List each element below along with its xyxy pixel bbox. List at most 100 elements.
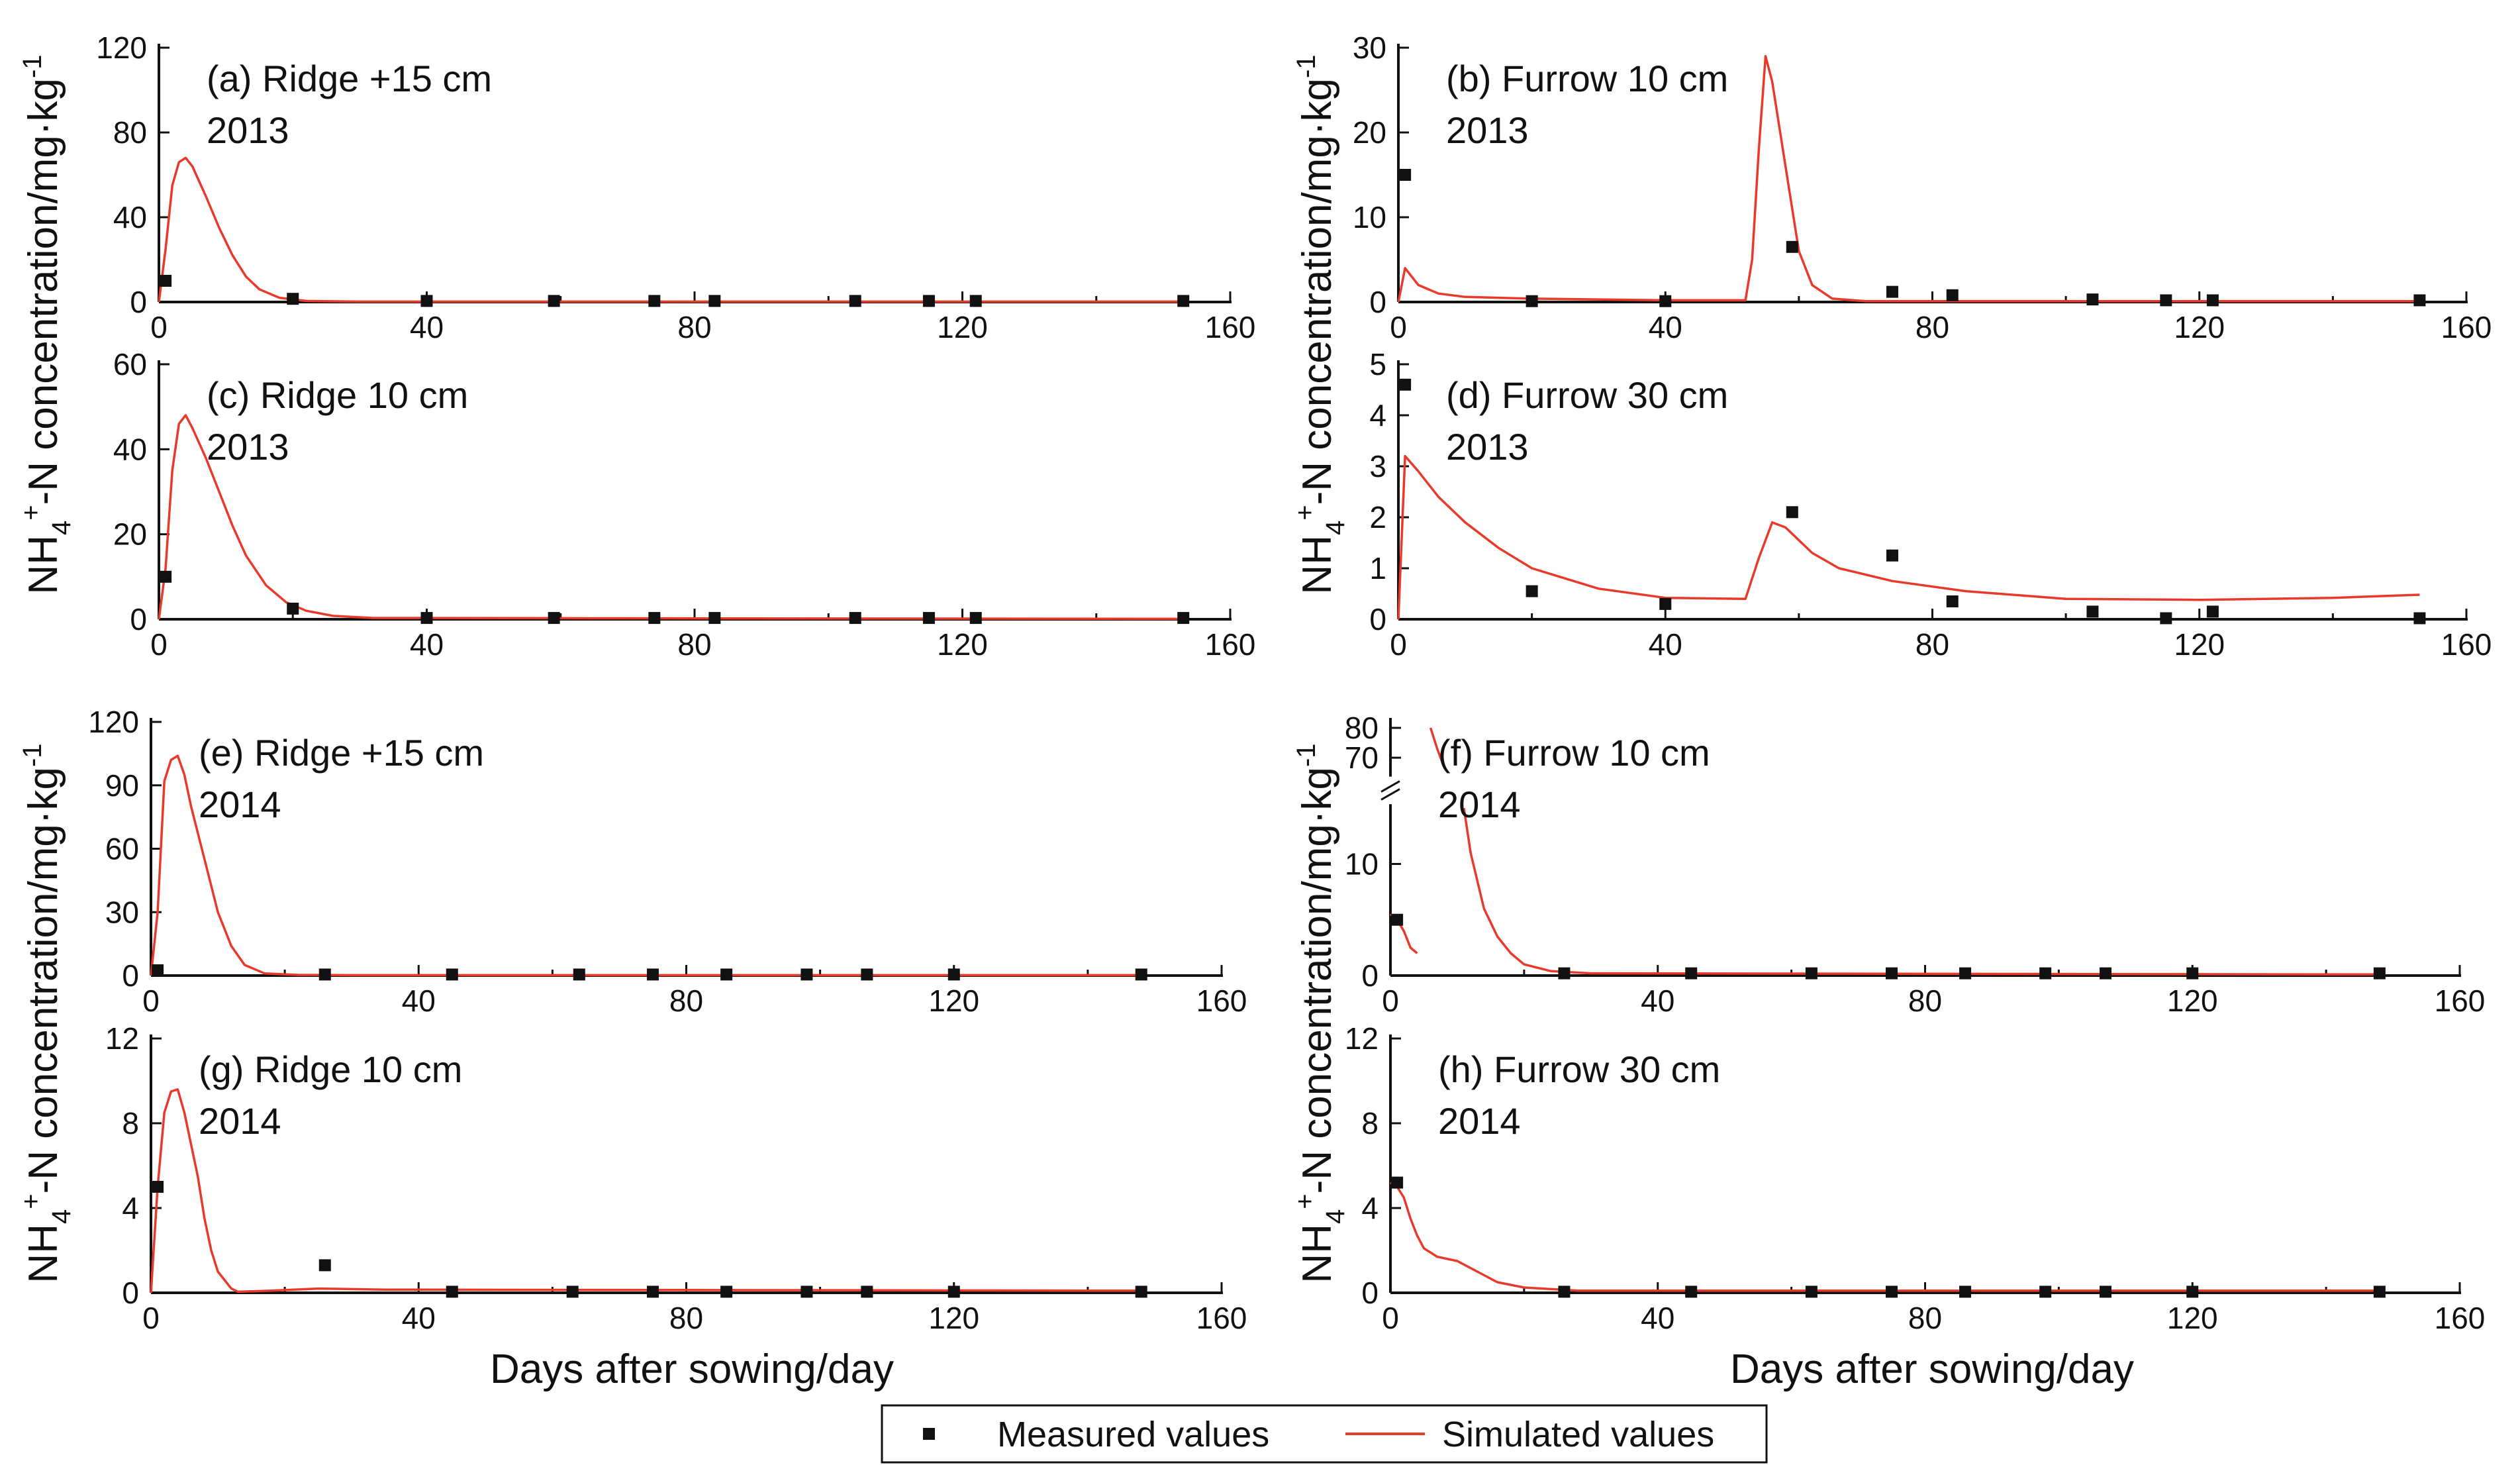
- y-tick-label: 120: [96, 30, 147, 65]
- measured-point: [152, 964, 164, 977]
- x-tick-label: 40: [1641, 984, 1674, 1018]
- simulated-series-line: [158, 156, 1184, 303]
- y-tick-label: 60: [105, 832, 139, 866]
- panel-h: 0 40 80 120 160 0 4 8 12 (h) Furrow 30 cm 2014: [1345, 1021, 2486, 1335]
- y-axis-title-left-bottom: NH4+-N concentration/mg·kg-1: [17, 743, 76, 1283]
- y-tick-label: 80: [113, 115, 147, 150]
- x-tick-label: 0: [150, 627, 168, 662]
- x-axis-title-right: Days after sowing/day: [1730, 1346, 2134, 1392]
- legend-simulated-label: Simulated values: [1442, 1415, 1714, 1454]
- legend: Measured values Simulated values: [881, 1404, 1768, 1464]
- x-tick-label: 160: [1196, 984, 1247, 1018]
- x-tick-label: 120: [937, 310, 988, 344]
- x-tick-label: 80: [1908, 984, 1942, 1018]
- measured-point: [573, 968, 585, 981]
- simulated-series-line: [1397, 454, 2420, 620]
- panel-year: 2013: [1446, 109, 1529, 151]
- measured-point: [1177, 295, 1190, 307]
- x-tick-label: 0: [1390, 627, 1407, 662]
- measured-point: [1391, 1176, 1404, 1189]
- x-tick-label: 40: [402, 984, 436, 1018]
- measured-point: [287, 602, 299, 615]
- x-tick-label: 120: [2167, 1301, 2218, 1335]
- measured-point: [2186, 1286, 2199, 1298]
- measured-point: [720, 1286, 733, 1298]
- measured-point: [1558, 967, 1571, 980]
- y-tick-label: 0: [130, 285, 147, 319]
- panel-year: 2014: [1438, 1100, 1521, 1142]
- x-tick-label: 160: [2441, 627, 2492, 662]
- measured-point: [1946, 595, 1959, 608]
- y-tick-label: 0: [122, 958, 139, 993]
- y-tick-label: 3: [1369, 449, 1386, 483]
- y-tick-label: 40: [113, 432, 147, 466]
- measured-point: [1399, 169, 1412, 181]
- y-tick-label: 0: [122, 1276, 139, 1310]
- y-tick-label: 0: [1369, 285, 1386, 319]
- measured-point: [646, 1286, 659, 1298]
- y-tick-label: 2: [1369, 500, 1386, 534]
- panel-a: 0 40 80 120 160 0 40 80 120 (a) Ridge +15 cm 2013: [96, 30, 1255, 344]
- y-tick-label: 4: [122, 1191, 139, 1225]
- y-tick-label: 10: [1353, 200, 1386, 234]
- measured-point: [287, 293, 299, 305]
- y-tick-label: 8: [122, 1106, 139, 1140]
- measured-point: [1946, 289, 1959, 301]
- simulated-series-line: [150, 754, 1141, 977]
- measured-point: [849, 612, 861, 625]
- y-tick-label: 20: [1353, 115, 1386, 150]
- measured-point: [160, 275, 172, 287]
- measured-point: [1526, 295, 1538, 307]
- measured-point: [1659, 597, 1672, 610]
- panel-year: 2013: [207, 109, 289, 151]
- x-tick-label: 160: [1205, 627, 1256, 662]
- measured-point: [720, 968, 733, 981]
- measured-point: [2086, 293, 2099, 306]
- panel-year: 2014: [199, 783, 281, 825]
- measured-point: [800, 968, 813, 981]
- axis-break-mark: [1381, 788, 1400, 801]
- panel-label: (d) Furrow 30 cm: [1446, 374, 1728, 416]
- measured-point: [861, 968, 873, 981]
- x-tick-label: 40: [402, 1301, 436, 1335]
- legend-box: [881, 1404, 1768, 1464]
- measured-point: [420, 612, 433, 625]
- measured-point: [420, 295, 433, 307]
- y-tick-label: 4: [1369, 398, 1386, 432]
- measured-point: [2039, 1286, 2052, 1298]
- measured-point: [2100, 1286, 2112, 1298]
- measured-point: [1391, 913, 1404, 926]
- measured-point: [1886, 285, 1899, 298]
- panel-label: (c) Ridge 10 cm: [207, 374, 468, 416]
- measured-point: [2100, 967, 2112, 980]
- measured-point: [861, 1286, 873, 1298]
- x-tick-label: 120: [928, 984, 979, 1018]
- measured-point: [152, 1181, 164, 1193]
- panel-label: (f) Furrow 10 cm: [1438, 732, 1710, 774]
- measured-point: [160, 570, 172, 583]
- measured-point: [2373, 967, 2386, 980]
- measured-point: [922, 612, 935, 625]
- measured-point: [1786, 240, 1798, 253]
- x-tick-label: 160: [1205, 310, 1256, 344]
- y-axis-title-left-top: NH4+-N concentration/mg·kg-1: [17, 54, 76, 594]
- x-tick-label: 120: [928, 1301, 979, 1335]
- x-tick-label: 160: [1196, 1301, 1247, 1335]
- x-tick-label: 40: [1649, 627, 1682, 662]
- measured-point: [708, 295, 721, 307]
- panel-year: 2014: [1438, 783, 1521, 825]
- y-tick-label: 70: [1345, 740, 1379, 775]
- simulated-series-line: [158, 414, 1184, 621]
- measured-point: [947, 1286, 960, 1298]
- measured-point: [947, 968, 960, 981]
- x-tick-label: 0: [1390, 310, 1407, 344]
- measured-point: [566, 1286, 579, 1298]
- measured-point: [648, 612, 661, 625]
- simulated-series-line: [1463, 807, 2380, 976]
- y-tick-label: 12: [105, 1021, 139, 1056]
- x-tick-label: 80: [1908, 1301, 1942, 1335]
- measured-point: [2206, 605, 2219, 618]
- legend-measured-label: Measured values: [997, 1415, 1269, 1454]
- x-tick-label: 120: [937, 627, 988, 662]
